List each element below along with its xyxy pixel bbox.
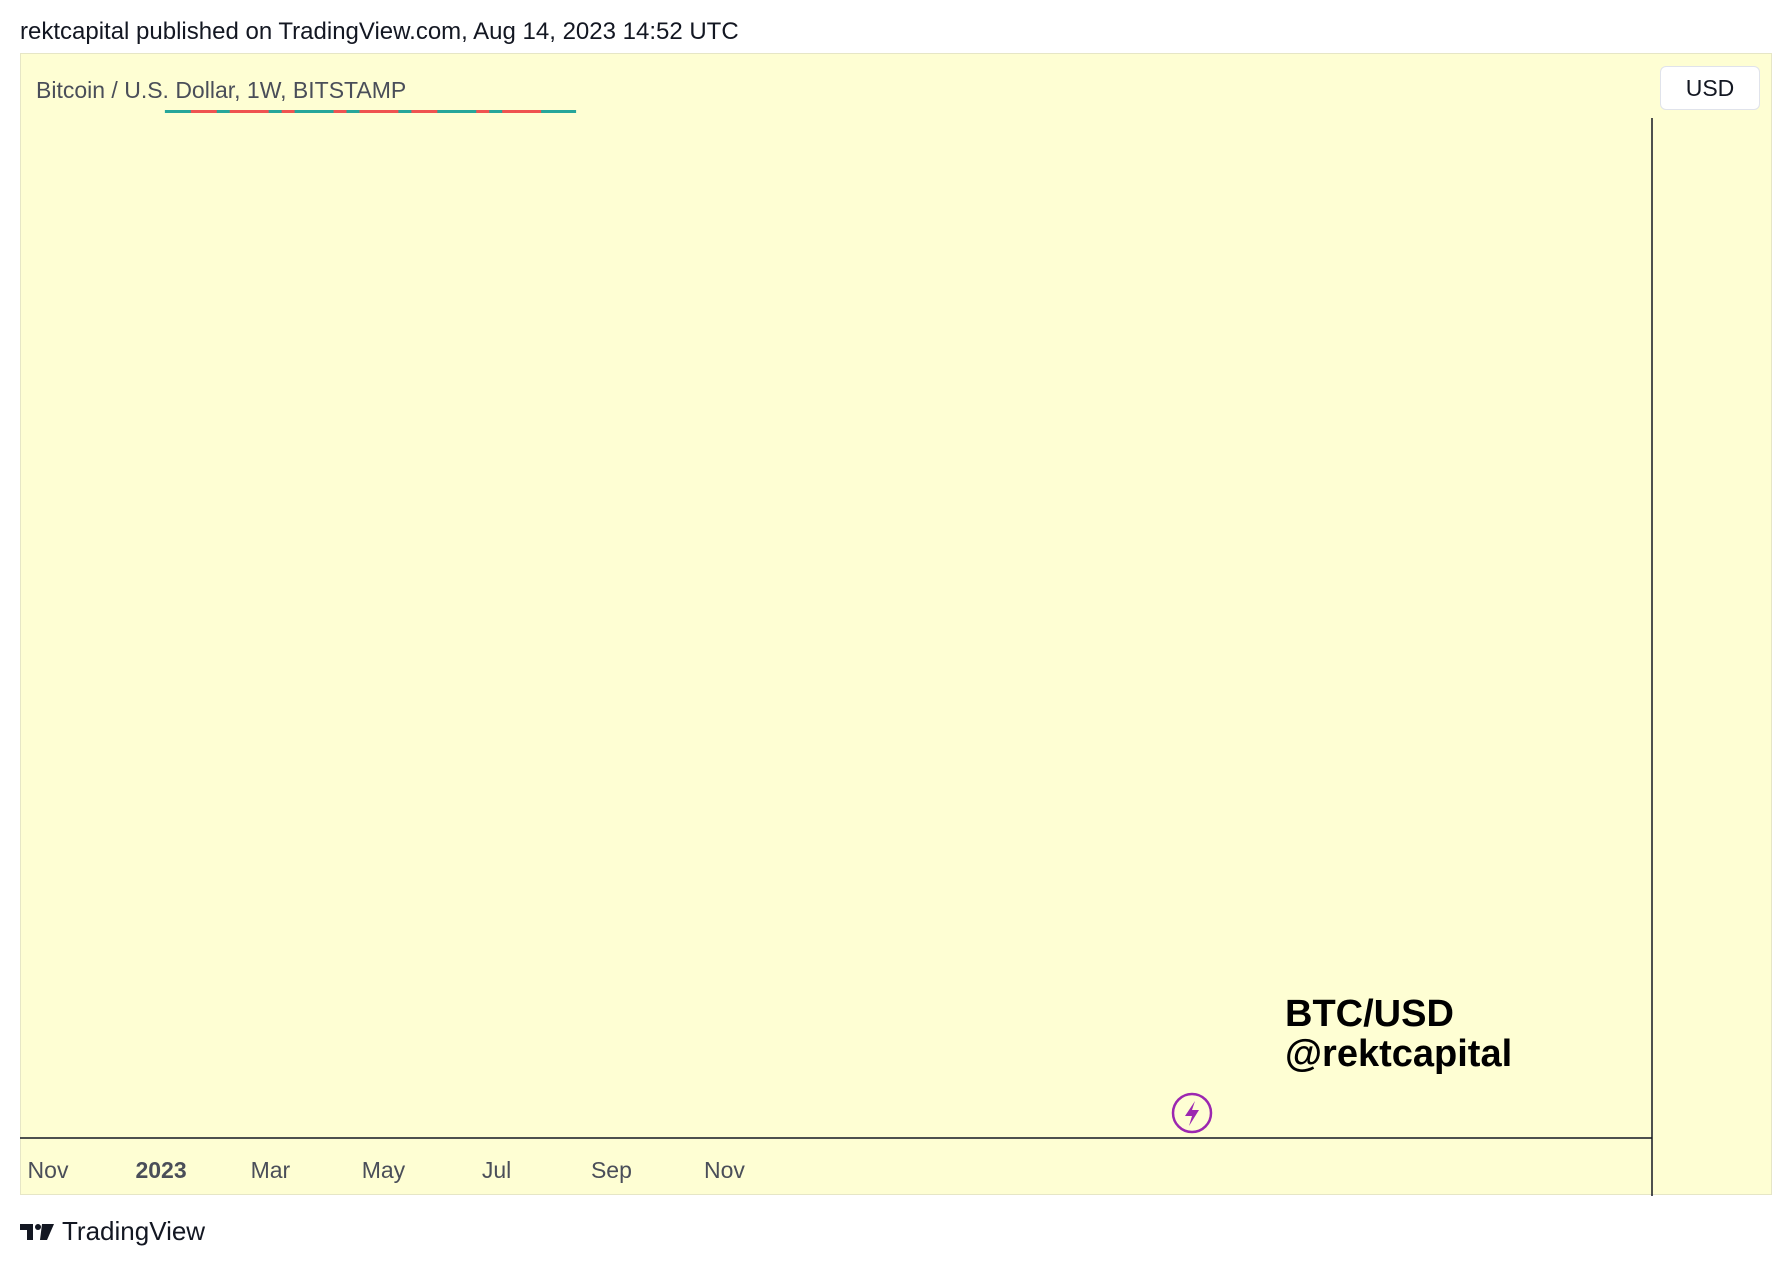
- axes-layer: 2220023000238002460025600268002800030000…: [20, 118, 1653, 1196]
- footer-brand: TradingView: [62, 1216, 206, 1246]
- candle: [398, 110, 421, 113]
- candle-body: [398, 110, 421, 113]
- x-tick-label: 2023: [135, 1157, 186, 1183]
- candle-body: [450, 110, 473, 113]
- candle-body: [255, 110, 278, 113]
- publish-info: rektcapital published on TradingView.com…: [20, 18, 739, 45]
- candle-body: [372, 110, 395, 113]
- candle-body: [476, 110, 499, 113]
- candle-body: [242, 110, 265, 113]
- candle: [281, 110, 304, 113]
- candle: [216, 110, 239, 113]
- x-tick-label: Sep: [591, 1157, 632, 1183]
- candle-body: [333, 110, 356, 113]
- candle-body: [164, 110, 187, 113]
- candle: [489, 110, 512, 113]
- candlestick-series: [164, 110, 577, 113]
- candle: [515, 110, 538, 113]
- candle: [255, 110, 278, 113]
- candle-body: [502, 110, 525, 113]
- candle: [528, 110, 551, 113]
- candle: [320, 110, 343, 113]
- candle-body: [463, 110, 486, 113]
- x-tick-label: Mar: [251, 1157, 291, 1183]
- candle: [424, 110, 447, 113]
- candle-body: [294, 110, 317, 113]
- candle: [554, 110, 577, 113]
- candle: [294, 110, 317, 113]
- candle: [385, 110, 408, 113]
- lightning-icon: [1171, 1092, 1213, 1134]
- x-tick-label: Nov: [28, 1157, 69, 1183]
- candle-body: [554, 110, 577, 113]
- candle-body: [528, 110, 551, 113]
- candle-body: [268, 110, 291, 113]
- x-tick-label: Jul: [482, 1157, 511, 1183]
- x-tick-label: May: [362, 1157, 406, 1183]
- candle: [164, 110, 187, 113]
- candle: [268, 110, 291, 113]
- candle-body: [424, 110, 447, 113]
- candle-body: [190, 110, 213, 113]
- candle-body: [203, 110, 226, 113]
- candle-body: [320, 110, 343, 113]
- x-tick-label: Nov: [704, 1157, 745, 1183]
- tradingview-logo[interactable]: TradingView: [20, 1216, 205, 1247]
- symbol-title: Bitcoin / U.S. Dollar, 1W, BITSTAMP: [36, 77, 407, 103]
- candle: [502, 110, 525, 113]
- candle-body: [385, 110, 408, 113]
- candle: [437, 110, 460, 113]
- candle: [372, 110, 395, 113]
- candle-body: [281, 110, 304, 113]
- candle: [359, 110, 382, 113]
- candle-body: [515, 110, 538, 113]
- chart-pane[interactable]: [20, 53, 1772, 1195]
- watermark-layer: BTC/USD@rektcapital: [1171, 993, 1512, 1134]
- candle-body: [307, 110, 330, 113]
- watermark-text: @rektcapital: [1285, 1033, 1512, 1075]
- candle: [203, 110, 226, 113]
- candle: [229, 110, 252, 113]
- candle: [450, 110, 473, 113]
- candle: [541, 110, 564, 113]
- candle: [463, 110, 486, 113]
- candle-body: [437, 110, 460, 113]
- candle-body: [229, 110, 252, 113]
- lightning-icon-bolt: [1185, 1101, 1199, 1126]
- candle-body: [346, 110, 369, 113]
- candle-body: [359, 110, 382, 113]
- candle: [346, 110, 369, 113]
- candle: [333, 110, 356, 113]
- candle: [411, 110, 434, 113]
- candle-body: [177, 110, 200, 113]
- lightning-icon-ring: [1171, 1092, 1213, 1134]
- tradingview-logo-icon: [20, 1223, 54, 1240]
- candle: [307, 110, 330, 113]
- candle-body: [541, 110, 564, 113]
- candle: [190, 110, 213, 113]
- watermark-text: BTC/USD: [1285, 993, 1454, 1035]
- candle-body: [411, 110, 434, 113]
- candle: [476, 110, 499, 113]
- candle-body: [489, 110, 512, 113]
- candle: [177, 110, 200, 113]
- currency-button[interactable]: USD: [1660, 66, 1760, 110]
- candle-body: [216, 110, 239, 113]
- candle: [242, 110, 265, 113]
